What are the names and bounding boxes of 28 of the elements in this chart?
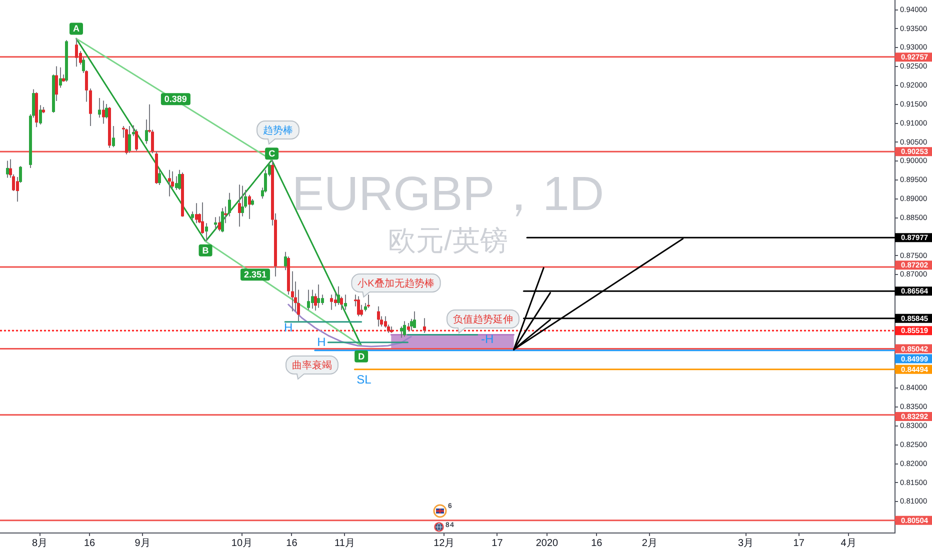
x-tick-label: 17: [492, 538, 504, 549]
annotation: A: [72, 24, 80, 34]
annotation: 小K叠加无趋势棒: [358, 277, 434, 290]
x-tick-label: 16: [286, 538, 298, 549]
x-tick-label: 10月: [231, 538, 253, 549]
x-tick-label: 9月: [134, 538, 150, 549]
x-tick-label: 4月: [840, 538, 856, 549]
annotation: 负值趋势延伸: [453, 313, 513, 326]
x-tick-label: 2020: [536, 538, 559, 549]
x-tick-label: 12月: [434, 538, 455, 549]
annotation: H: [317, 335, 326, 350]
annotation: -H: [480, 332, 494, 346]
x-tick-label: 3月: [738, 538, 754, 549]
x-tick-label: 11月: [334, 538, 355, 549]
annotation: 0.389: [164, 94, 187, 104]
annotation: SL: [356, 372, 372, 386]
x-tick-label: 8月: [32, 538, 48, 549]
x-tick-label: 16: [84, 538, 96, 549]
annotation: C: [268, 148, 276, 159]
annotation: 2.351: [244, 270, 267, 280]
x-tick-label: 17: [793, 538, 805, 549]
x-tick-label: 2月: [642, 538, 658, 549]
annotation: H: [284, 320, 293, 335]
annotation: 曲率衰竭: [292, 359, 332, 372]
annotation: D: [358, 351, 366, 362]
annotation: 趋势棒: [263, 124, 293, 136]
x-tick-label: 16: [591, 538, 603, 549]
annotation: B: [202, 245, 210, 256]
